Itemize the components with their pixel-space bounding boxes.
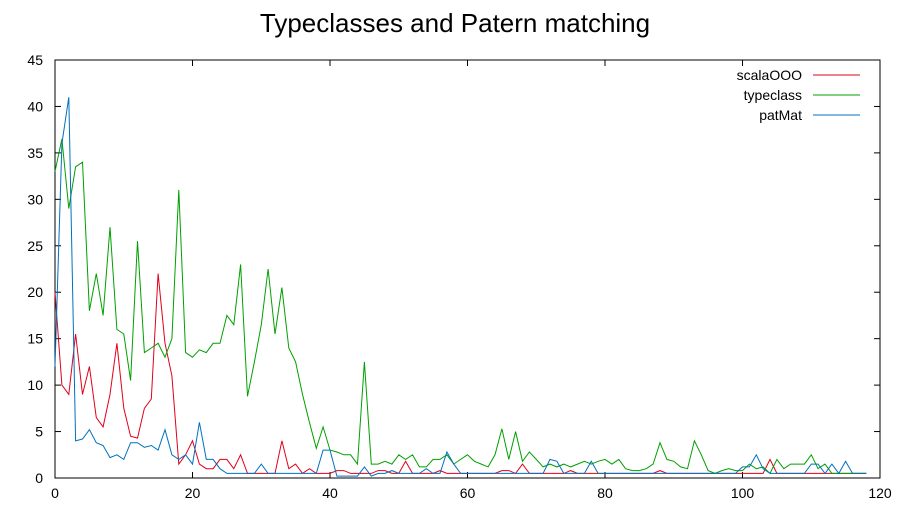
y-tick-label: 40 (27, 98, 43, 114)
y-tick-label: 30 (27, 191, 43, 207)
y-tick-label: 45 (27, 52, 43, 68)
axis-ticks: 0 20 40 60 80 100 120 0 5 10 15 20 25 30 35 40 45 (27, 52, 891, 501)
y-tick-label: 10 (27, 377, 43, 393)
legend: scalaOOO typeclass patMat (737, 67, 860, 123)
x-tick-label: 100 (731, 485, 755, 501)
y-tick-label: 15 (27, 331, 43, 347)
x-tick-label: 40 (322, 485, 338, 501)
series-lines (54, 97, 867, 477)
series-line-patMat (54, 97, 867, 477)
x-tick-label: 120 (868, 485, 892, 501)
y-tick-label: 5 (35, 424, 43, 440)
series-line-scalaOOO (54, 273, 867, 475)
legend-label-patMat: patMat (759, 107, 802, 123)
x-tick-label: 60 (460, 485, 476, 501)
legend-label-typeclass: typeclass (744, 87, 802, 103)
y-tick-label: 25 (27, 238, 43, 254)
legend-label-scalaOOO: scalaOOO (737, 67, 802, 83)
x-tick-label: 80 (597, 485, 613, 501)
y-tick-label: 35 (27, 145, 43, 161)
plot-border (54, 59, 881, 479)
y-tick-label: 0 (35, 470, 43, 486)
chart-title: Typeclasses and Patern matching (259, 8, 651, 38)
y-tick-label: 20 (27, 284, 43, 300)
series-line-typeclass (54, 138, 867, 475)
x-tick-label: 0 (51, 485, 59, 501)
plot-frame (54, 59, 881, 479)
x-tick-label: 20 (185, 485, 201, 501)
